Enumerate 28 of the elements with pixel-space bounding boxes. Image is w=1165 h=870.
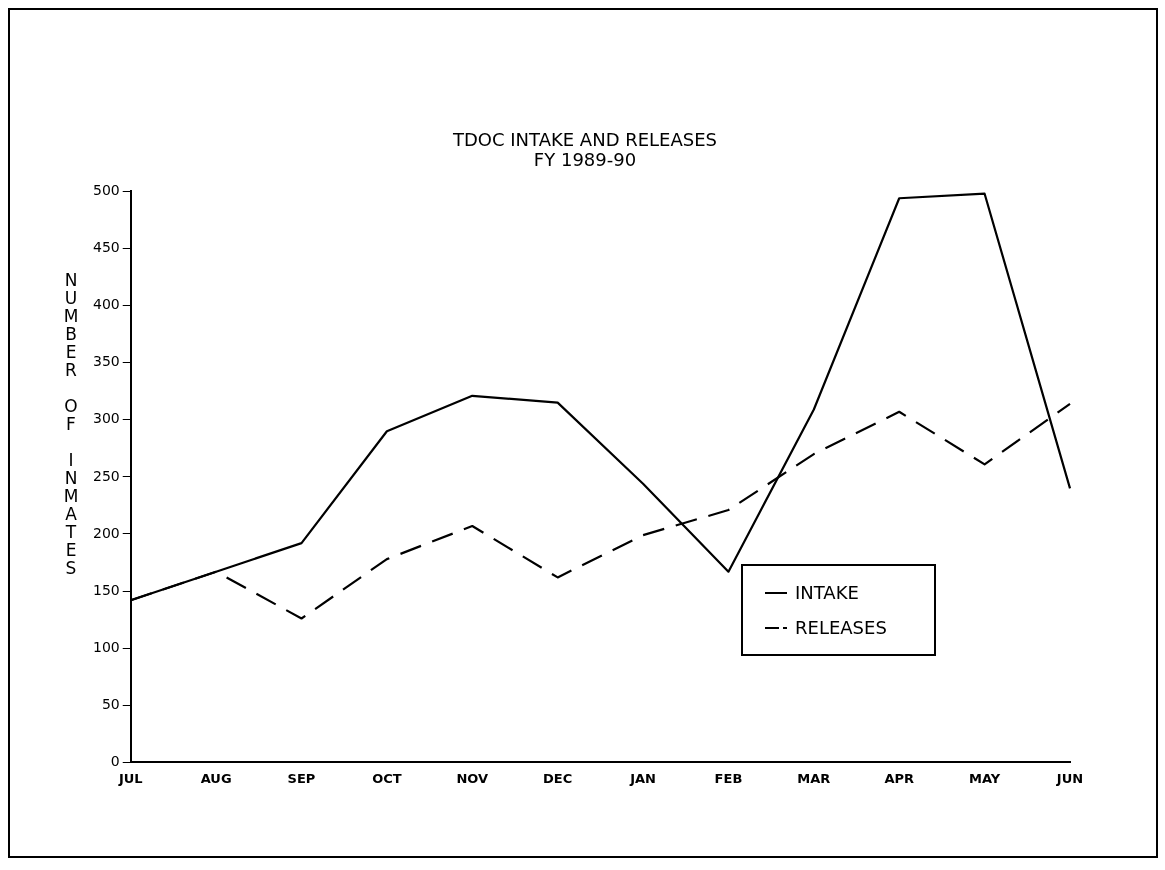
y-tick-label: 450 <box>92 239 120 256</box>
x-tick-label: DEC <box>543 770 573 786</box>
y-tick-label: 400 <box>92 296 120 313</box>
x-tick-label: OCT <box>372 770 402 786</box>
y-tick-label: 100 <box>92 638 120 655</box>
y-tick-label: 500 <box>92 182 120 199</box>
x-tick-label: FEB <box>714 770 743 786</box>
y-tick-label: 50 <box>101 695 120 712</box>
legend-label: INTAKE <box>795 582 859 603</box>
y-tick-label: 350 <box>92 353 120 370</box>
x-tick-label: JAN <box>629 770 656 786</box>
y-tick-label: 300 <box>92 410 120 427</box>
y-tick-label: 0 <box>110 753 120 770</box>
chart-subtitle: FY 1989-90 <box>532 149 638 170</box>
x-tick-label: APR <box>884 770 915 786</box>
x-tick-label: SEP <box>287 770 316 786</box>
y-tick-label: 200 <box>92 524 120 541</box>
y-tick-label: 150 <box>92 581 120 598</box>
x-tick-label: JUN <box>1055 770 1084 786</box>
y-axis-title: NUMBER OF INMATES <box>61 270 81 576</box>
x-tick-label: MAY <box>969 770 1001 786</box>
x-tick-label: JUL <box>117 770 143 786</box>
y-tick-label: 250 <box>92 467 120 484</box>
x-tick-label: MAR <box>797 770 831 786</box>
x-tick-label: AUG <box>200 770 232 786</box>
x-tick-label: NOV <box>456 770 489 786</box>
chart-title: TDOC INTAKE AND RELEASES <box>451 129 719 150</box>
legend-label: RELEASES <box>795 617 887 638</box>
